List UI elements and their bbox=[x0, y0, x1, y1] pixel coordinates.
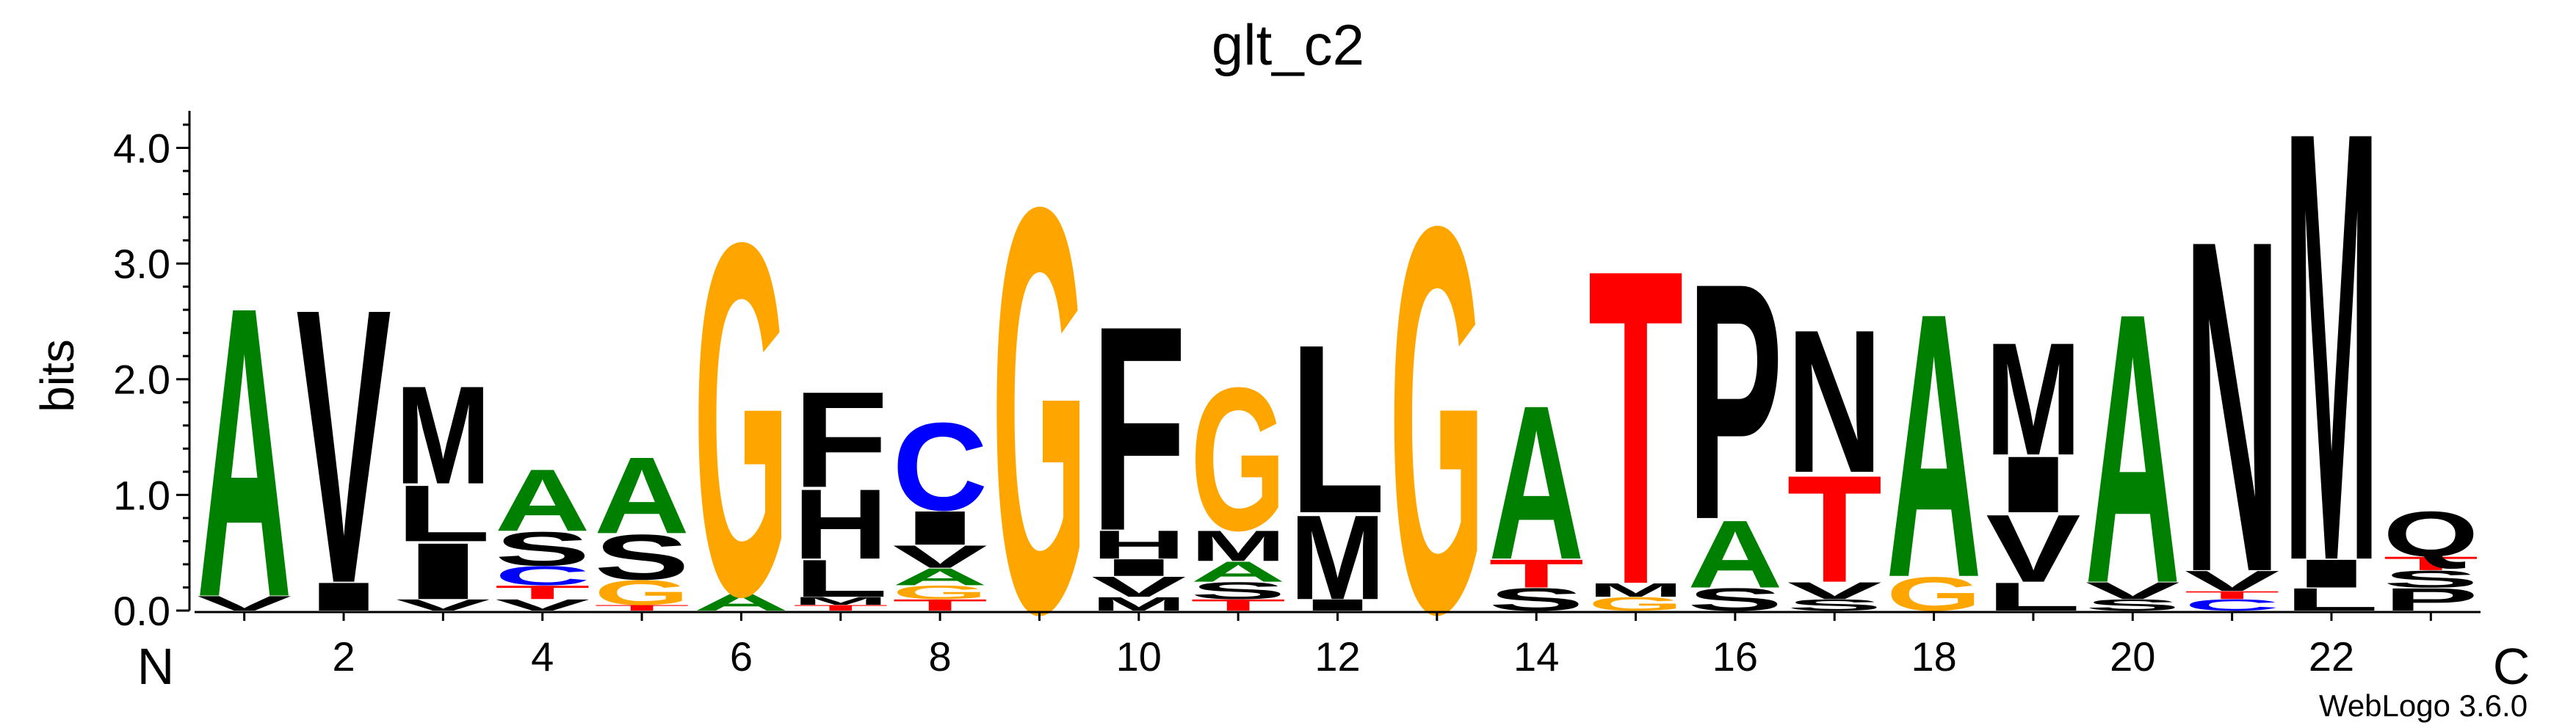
logo-letter-T-pos-21: T bbox=[2185, 589, 2280, 601]
logo-letter-G-pos-5: G bbox=[594, 573, 690, 613]
logo-letter-I-pos-19: I bbox=[1986, 440, 2081, 529]
logo-letter-M-pos-22: M bbox=[2284, 4, 2379, 689]
logo-letter-A-pos-4: A bbox=[495, 451, 590, 550]
logo-letter-N-pos-17: N bbox=[1787, 287, 1882, 515]
logo-letter-I-pos-22: I bbox=[2284, 551, 2379, 596]
logo-letter-L-pos-12: L bbox=[1290, 294, 1386, 564]
logo-letter-A-pos-1: A bbox=[197, 221, 292, 684]
logo-letter-A-pos-16: A bbox=[1687, 500, 1783, 608]
logo-letter-F-pos-7: F bbox=[793, 364, 889, 517]
logo-letter-T-pos-23: T bbox=[2383, 553, 2478, 574]
logo-letter-L-pos-3: L bbox=[395, 468, 491, 558]
logo-letter-A-pos-5: A bbox=[594, 434, 690, 556]
logo-letter-S-pos-23: S bbox=[2383, 566, 2478, 593]
logo-letter-T-pos-17: T bbox=[1787, 444, 1882, 614]
x-tick-label: 20 bbox=[2110, 633, 2155, 680]
x-tick-label: 12 bbox=[1314, 633, 1360, 680]
y-tick-label: 3.0 bbox=[113, 241, 170, 287]
weblogo-version-footer: WebLogo 3.6.0 bbox=[2319, 688, 2528, 723]
logo-letter-I-pos-8: I bbox=[892, 501, 988, 555]
y-tick-label: 2.0 bbox=[113, 357, 170, 403]
logo-letter-S-pos-11: S bbox=[1190, 578, 1286, 605]
logo-letter-V-pos-2: V bbox=[296, 228, 391, 666]
logo-letter-V-pos-17: V bbox=[1787, 578, 1882, 605]
logo-letter-I-pos-3: I bbox=[395, 526, 491, 616]
logo-letter-M-pos-12: M bbox=[1290, 490, 1386, 625]
logo-letter-G-pos-6: G bbox=[693, 137, 789, 700]
y-axis: 0.0 1.0 2.0 3.0 4.0 bbox=[113, 111, 191, 634]
c-terminal-label: C bbox=[2493, 638, 2530, 695]
chart-title: glt_c2 bbox=[1212, 12, 1364, 77]
logo-letter-T-pos-14: T bbox=[1488, 551, 1584, 596]
logo-letter-H-pos-7: H bbox=[793, 468, 889, 580]
x-tick-label: 22 bbox=[2309, 633, 2354, 680]
logo-letter-M-pos-3: M bbox=[395, 357, 491, 513]
y-tick-label: 4.0 bbox=[113, 125, 170, 171]
logo-letter-A-pos-14: A bbox=[1488, 360, 1584, 606]
logo-letter-M-pos-15: M bbox=[1588, 579, 1684, 600]
y-axis-label: bits bbox=[31, 339, 84, 412]
y-tick-label: 0.0 bbox=[113, 588, 170, 634]
x-tick-label: 4 bbox=[531, 633, 554, 680]
logo-letter-I-pos-10: I bbox=[1091, 554, 1187, 581]
x-tick-label: 10 bbox=[1116, 633, 1162, 680]
logo-letter-T-pos-4: T bbox=[495, 582, 590, 603]
logo-letter-N-pos-21: N bbox=[2185, 142, 2280, 671]
logo-letter-S-pos-4: S bbox=[495, 522, 590, 576]
logo-letter-V-pos-20: V bbox=[2085, 578, 2180, 605]
logo-letter-G-pos-9: G bbox=[992, 87, 1088, 728]
logo-letter-S-pos-5: S bbox=[594, 522, 690, 594]
logo-letter-C-pos-8: C bbox=[892, 397, 988, 537]
logo-letter-A-pos-20: A bbox=[2085, 233, 2180, 664]
logo-letter-T-pos-7: T bbox=[793, 603, 889, 612]
logo-letter-P-pos-16: P bbox=[1687, 212, 1783, 589]
x-tick-label: 2 bbox=[332, 633, 355, 680]
logo-letter-M-pos-7: M bbox=[793, 594, 889, 607]
logo-letter-V-pos-10: V bbox=[1091, 570, 1186, 603]
logo-letter-Q-pos-23: Q bbox=[2383, 498, 2478, 570]
logo-letter-V-pos-19: V bbox=[1986, 495, 2080, 603]
y-tick-label: 1.0 bbox=[113, 472, 170, 518]
logo-letter-G-pos-13: G bbox=[1389, 113, 1485, 728]
logo-letter-T-pos-15: T bbox=[1588, 177, 1684, 679]
logo-letter-A-pos-8: A bbox=[892, 564, 988, 591]
logo-letter-V-pos-21: V bbox=[2185, 564, 2279, 597]
logo-letter-M-pos-11: M bbox=[1190, 522, 1286, 570]
logo-letter-H-pos-10: H bbox=[1091, 523, 1187, 567]
x-tick-label: 8 bbox=[929, 633, 952, 680]
logo-letter-L-pos-7: L bbox=[793, 549, 889, 608]
logo-letter-A-pos-11: A bbox=[1190, 556, 1286, 588]
logo-letter-C-pos-4: C bbox=[495, 561, 590, 592]
logo-letter-G-pos-8: G bbox=[892, 582, 988, 603]
logo-letter-G-pos-11: G bbox=[1190, 344, 1286, 573]
x-tick-label: 16 bbox=[1712, 633, 1758, 680]
logo-letter-A-pos-18: A bbox=[1886, 234, 1982, 656]
x-tick-label: 18 bbox=[1911, 633, 1956, 680]
x-tick-label: 14 bbox=[1513, 633, 1559, 680]
x-tick-label: 6 bbox=[730, 633, 753, 680]
logo-letter-F-pos-10: F bbox=[1091, 265, 1187, 592]
logo-letter-M-pos-19: M bbox=[1986, 310, 2081, 489]
logo-letter-V-pos-8: V bbox=[892, 539, 987, 575]
x-axis: 2 4 6 8 10 12 14 16 18 20 22 bbox=[195, 611, 2481, 680]
logo-letter-T-pos-5: T bbox=[594, 603, 690, 612]
n-terminal-label: N bbox=[137, 638, 175, 695]
